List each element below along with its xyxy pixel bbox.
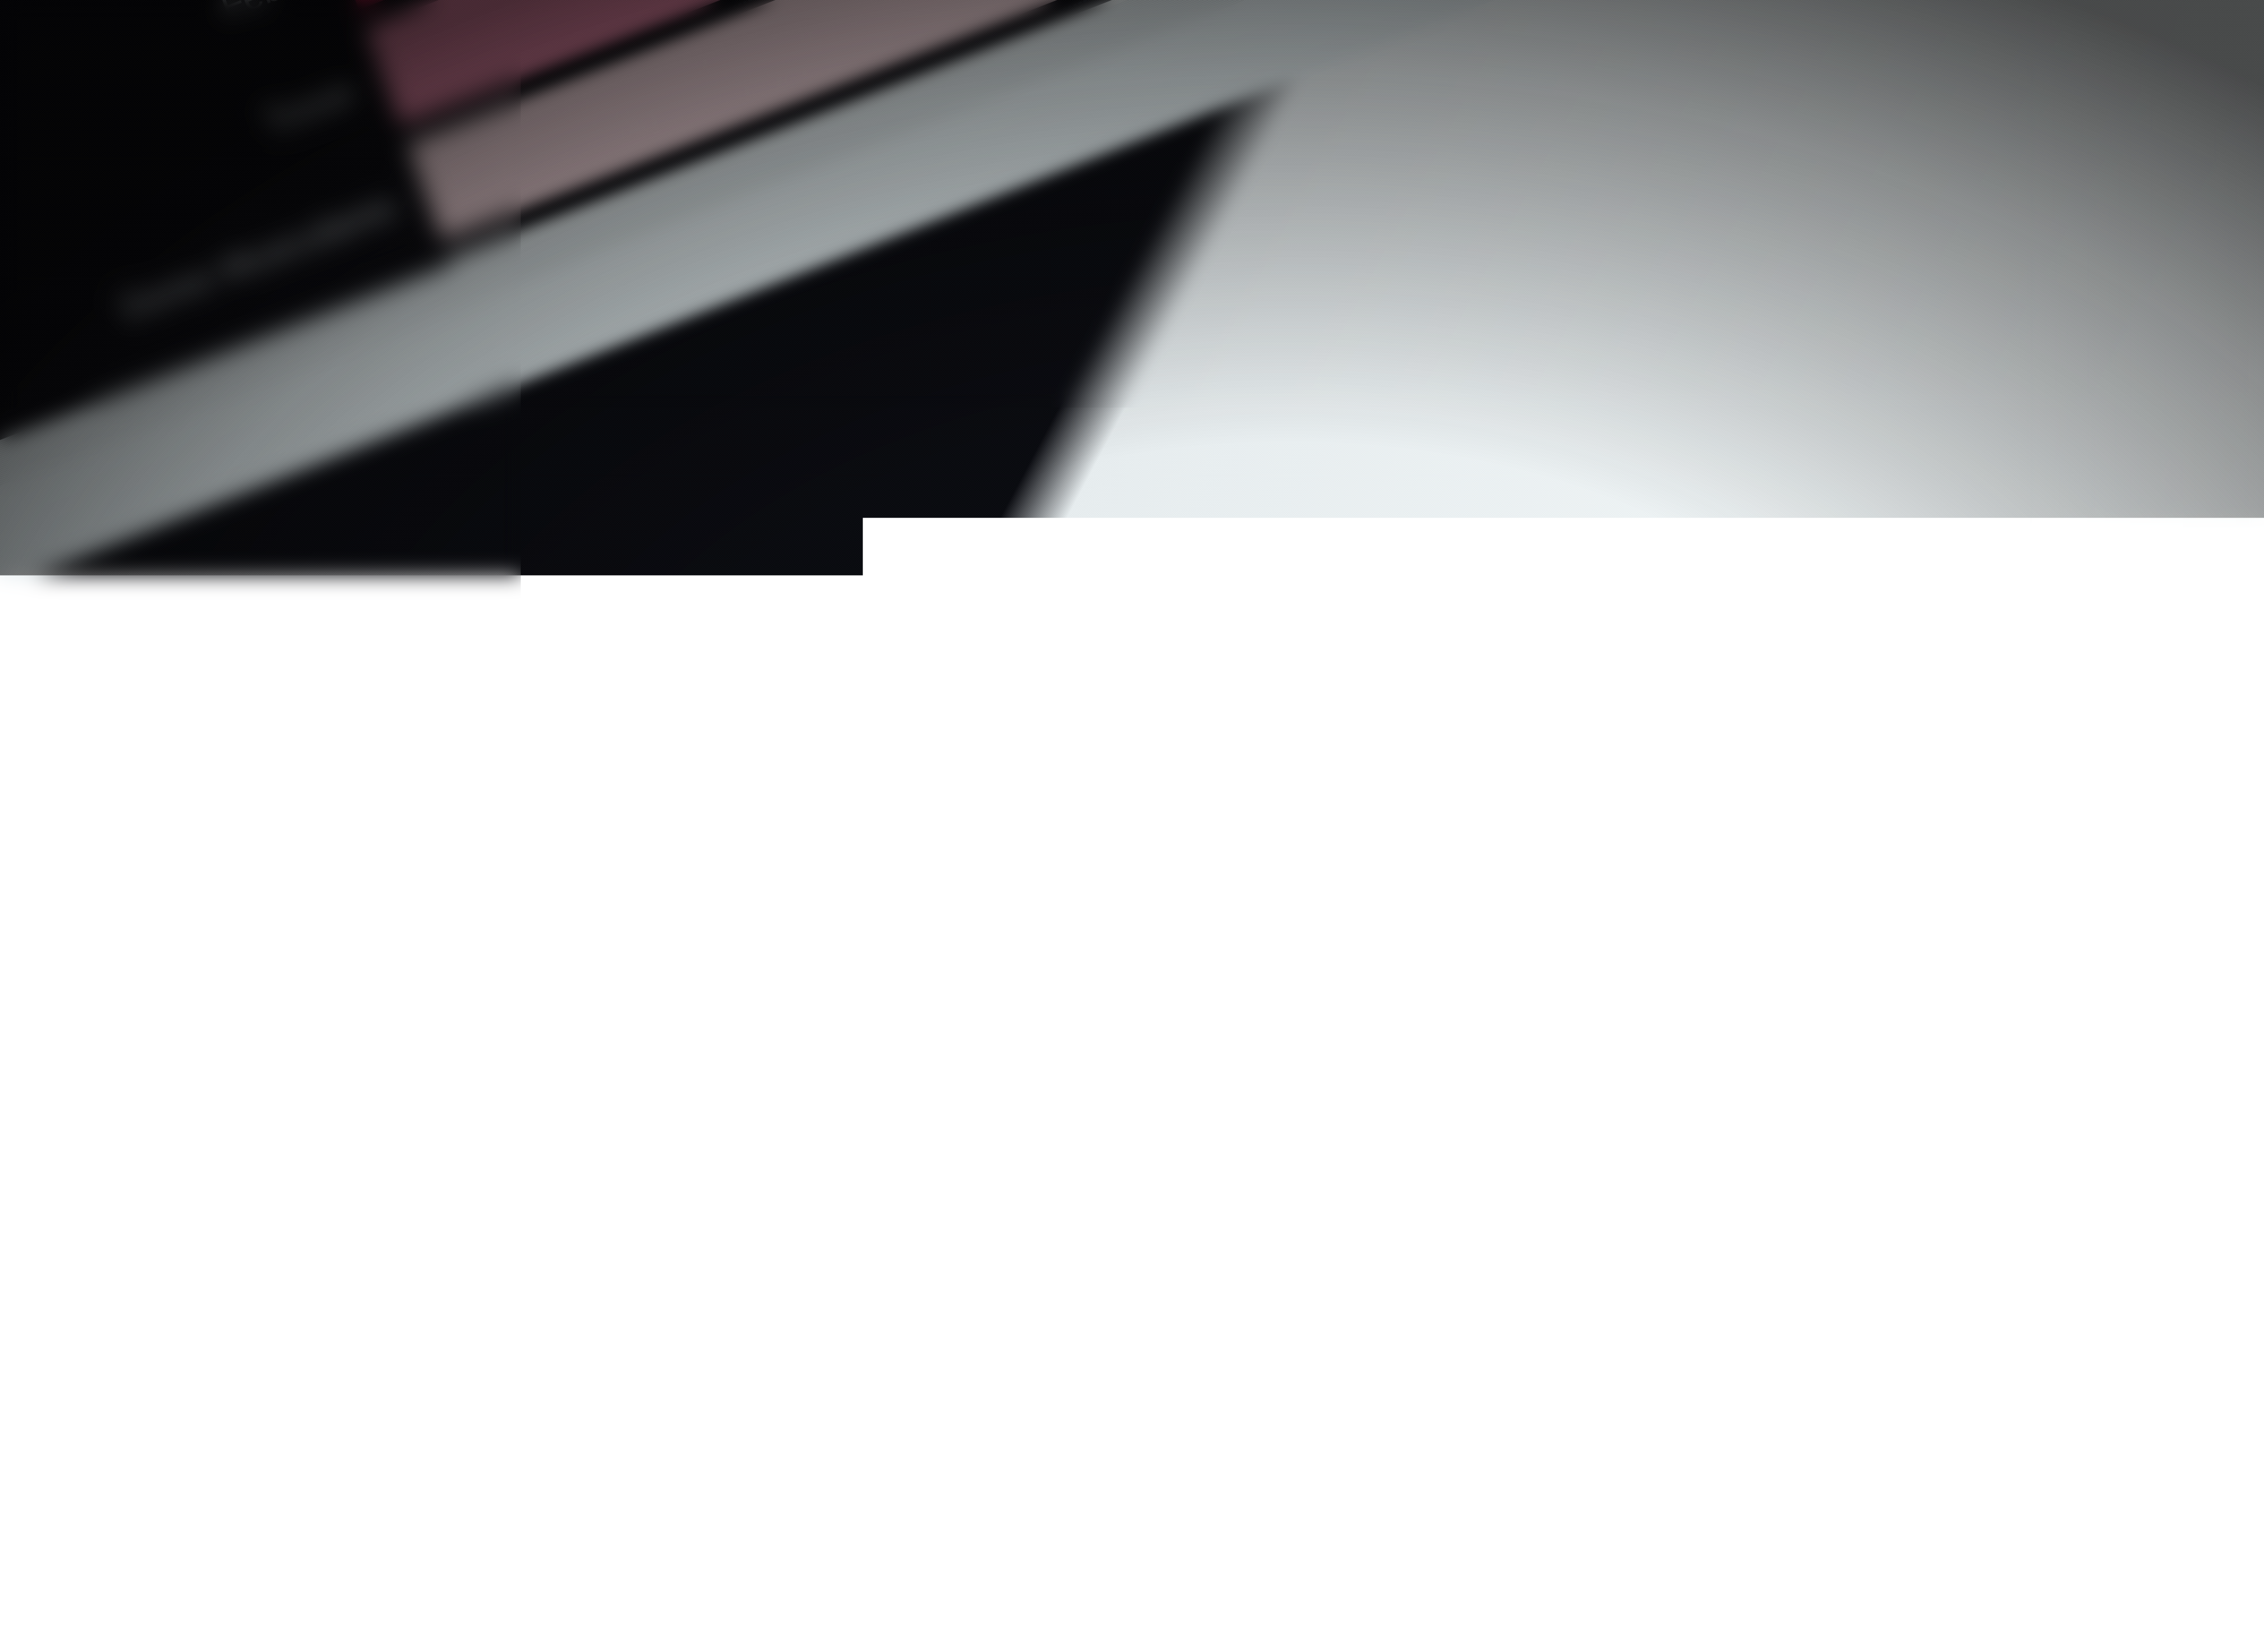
monitor-screen: Confirmados Vila Nova de Gaia Recuperado…	[0, 0, 2264, 1652]
bar-value-label: 3,210	[1178, 99, 1287, 179]
bar-chart: Febre6,280Tosse5,094Dores Musculares4,32…	[0, 0, 2264, 968]
main-panel: Sintomas Registados Febre6,280Tosse5,094…	[0, 0, 2264, 1652]
axis-tick	[450, 307, 465, 313]
bar-rows: Febre6,280Tosse5,094Dores Musculares4,32…	[0, 0, 2264, 887]
dashboard-app: Confirmados Vila Nova de Gaia Recuperado…	[0, 0, 2264, 1652]
axis-tick	[492, 422, 507, 428]
bar-value-label: 1,480	[902, 470, 1011, 549]
chart-tab-bar: Sintomas Tipo de Contágio	[400, 622, 2264, 1652]
axis-tick	[408, 192, 423, 198]
axis-tick	[367, 77, 382, 83]
axis-tick	[575, 652, 590, 658]
bar-value-label: 3,908	[1282, 0, 1391, 7]
photo-frame: Confirmados Vila Nova de Gaia Recuperado…	[0, 0, 2264, 1652]
tab-tipo-de-contágio[interactable]: Tipo de Contágio	[1030, 1200, 1345, 1372]
tab-sintomas[interactable]: Sintomas	[805, 1339, 988, 1460]
bar-value-label: 2,372	[1046, 282, 1154, 362]
axis-tick	[533, 537, 548, 543]
